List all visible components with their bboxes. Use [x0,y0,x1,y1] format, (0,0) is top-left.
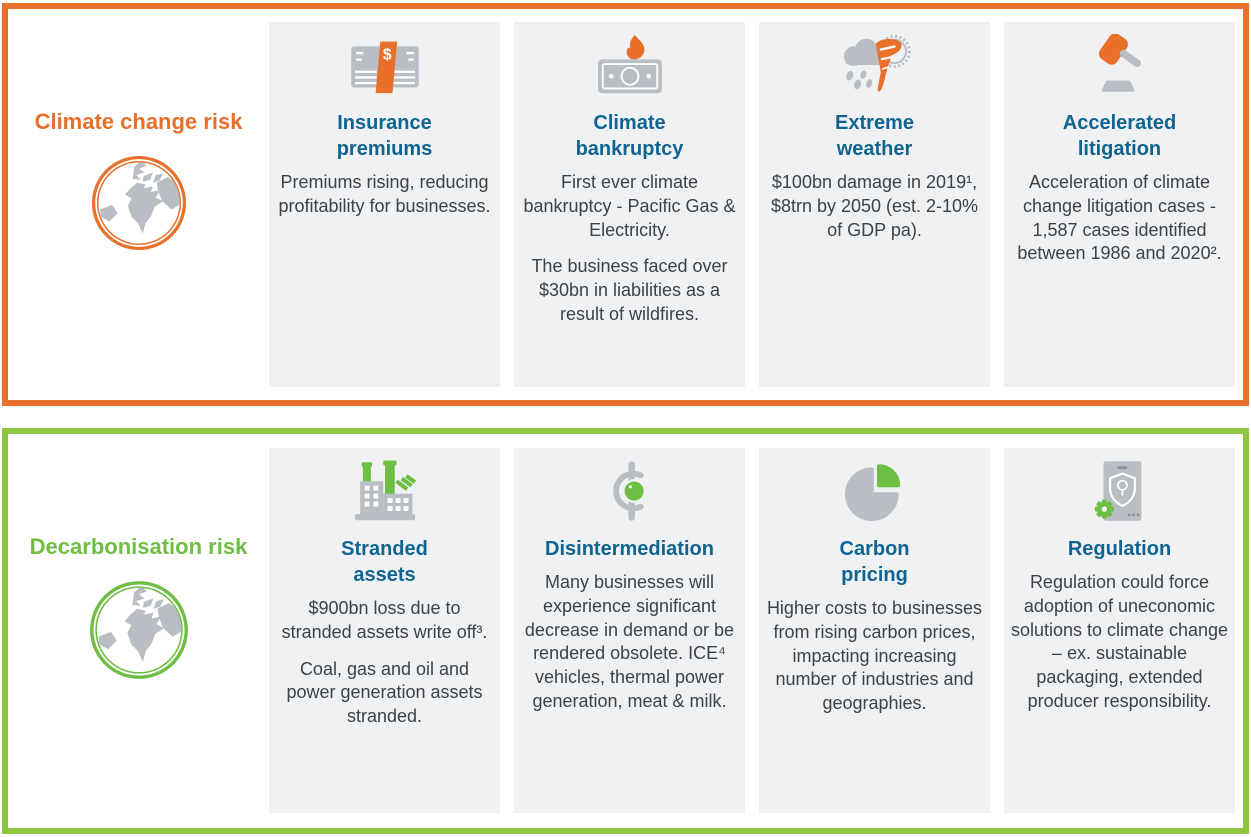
card-text: Premiums rising, reducing profitability … [278,172,491,216]
risk-card-climate-bankruptcy: Climate bankruptcy First ever climate ba… [514,22,745,387]
card-title: Accelerated litigation [1062,112,1177,160]
card-body: Acceleration of climate change litigatio… [1010,171,1229,279]
risk-card-carbon-pricing: Carbon pricing Higher costs to businesse… [759,448,990,813]
burning-banknote-icon [591,34,669,96]
risk-card-insurance-premiums: $ Insurance premiums Premiums rising, re… [269,22,500,387]
card-body: Regulation could force adoption of uneco… [1010,571,1229,727]
card-title: Climate bankruptcy [575,112,684,160]
climate-change-risk-section: Climate change risk [2,3,1249,406]
card-title: Disintermediation [545,538,714,560]
card-text: Regulation could force adoption of uneco… [1010,572,1229,711]
card-body: First ever climate bankruptcy - Pacific … [520,171,739,340]
section-label-decarbonisation: Decarbonisation risk [29,534,248,559]
card-body: $100bn damage in 2019¹, $8trn by 2050 (e… [765,171,984,255]
card-text: First ever climate bankruptcy - Pacific … [523,172,736,240]
card-title: Insurance premiums [336,112,433,160]
risk-card-disintermediation: Disintermediation Many businesses will e… [514,448,745,813]
regulation-shield-icon [1085,460,1155,522]
card-title: Extreme weather [835,112,914,160]
globe-icon [88,152,190,259]
card-body: $900bn loss due to stranded assets write… [275,597,494,742]
card-body: Many businesses will experience signific… [520,571,739,727]
climate-section-header: Climate change risk [8,9,269,400]
cash-stack-icon: $ [346,34,424,96]
climate-cards-row: $ Insurance premiums Premiums rising, re… [269,9,1235,400]
decarbonisation-cards-row: Stranded assets $900bn loss due to stran… [269,434,1235,828]
risk-card-accelerated-litigation: Accelerated litigation Acceleration of c… [1004,22,1235,387]
pie-chart-icon [840,460,910,522]
risk-card-extreme-weather: Extreme weather $100bn damage in 2019¹, … [759,22,990,387]
globe-icon [86,577,192,688]
section-label-climate: Climate change risk [34,109,243,134]
factory-icon [345,460,425,522]
card-text: Many businesses will experience signific… [524,572,735,711]
card-title: Stranded assets [341,538,428,586]
storm-tornado-icon [835,34,915,96]
card-text: Higher costs to businesses from rising c… [766,598,983,713]
risk-card-stranded-assets: Stranded assets $900bn loss due to stran… [269,448,500,813]
card-body: Premiums rising, reducing profitability … [275,171,494,232]
card-text: $900bn loss due to stranded assets write… [281,598,488,642]
card-text: Acceleration of climate change litigatio… [1017,172,1222,264]
card-title: Carbon pricing [839,538,910,586]
card-text: The business faced over $30bn in liabili… [531,256,728,324]
card-text: $100bn damage in 2019¹, $8trn by 2050 (e… [770,172,979,240]
risk-card-regulation: Regulation Regulation could force adopti… [1004,448,1235,813]
card-text: Coal, gas and oil and power generation a… [286,658,483,727]
gavel-icon [1082,34,1158,96]
svg-text:$: $ [382,46,391,63]
disintermediation-icon [597,460,663,522]
decarbonisation-section-header: Decarbonisation risk [8,434,269,828]
card-title: Regulation [1067,538,1172,560]
decarbonisation-risk-section: Decarbonisation risk [2,428,1249,834]
card-body: Higher costs to businesses from rising c… [765,597,984,729]
